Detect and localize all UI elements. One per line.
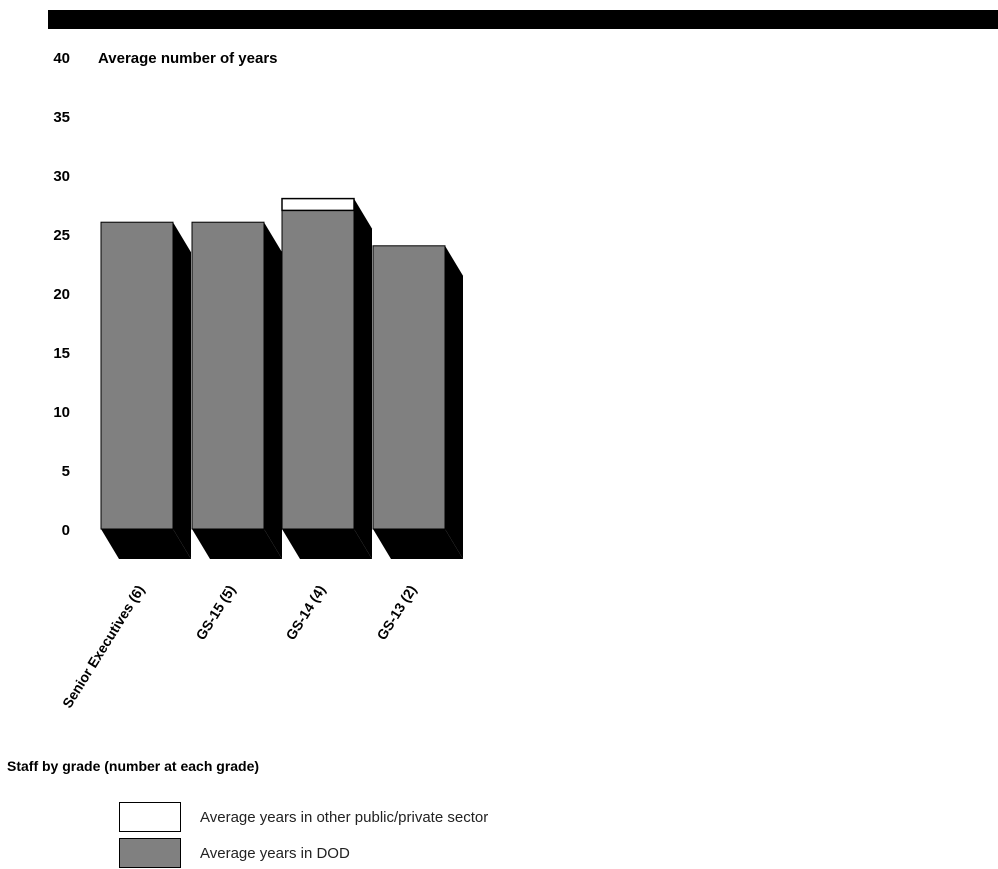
legend-item-other-sector: Average years in other public/private se… [119, 801, 488, 833]
header-bar [48, 10, 998, 29]
legend-item-dod: Average years in DOD [119, 837, 350, 869]
bar-dod-3 [372, 245, 446, 530]
y-tick-label-20: 20 [53, 286, 70, 303]
y-tick-label-10: 10 [53, 404, 70, 421]
bar-side-1 [264, 222, 282, 559]
legend-label-dod: Average years in DOD [200, 844, 350, 862]
bar-other-2 [281, 197, 355, 212]
x-tick-label-2: GS-14 (4) [282, 582, 328, 643]
bar-dod-1 [191, 221, 265, 530]
bar-base-shadow-2 [282, 529, 372, 559]
bar-dod-0 [100, 221, 174, 530]
bar-side-3 [445, 245, 463, 560]
bar-base-shadow-1 [192, 529, 282, 559]
legend-swatch-dod [119, 838, 181, 868]
bar-base-shadow-3 [373, 529, 463, 559]
bar-chart: 0 5 10 15 20 25 30 35 40 Average number of years S… [53, 50, 463, 711]
x-tick-label-1: GS-15 (5) [192, 582, 238, 643]
bar-base-shadow-0 [101, 529, 191, 559]
y-tick-label-35: 35 [53, 109, 70, 126]
bar-side-2 [354, 198, 372, 559]
bar-side-0 [173, 222, 191, 559]
x-axis-label: Staff by grade (number at each grade) [7, 758, 260, 774]
y-tick-label-5: 5 [62, 463, 70, 480]
legend-swatch-other-sector [119, 802, 181, 832]
y-axis-label: Average number of years [98, 50, 278, 67]
x-tick-label-0: Senior Executives (6) [59, 582, 148, 711]
y-tick-label-25: 25 [53, 227, 70, 244]
y-tick-label-0: 0 [62, 522, 70, 539]
y-tick-label-30: 30 [53, 168, 70, 185]
bar-dod-2 [281, 209, 355, 530]
y-tick-label-15: 15 [53, 345, 70, 362]
legend-label-other-sector: Average years in other public/private se… [200, 808, 489, 826]
x-tick-label-3: GS-13 (2) [373, 582, 419, 643]
y-tick-label-40: 40 [53, 50, 70, 67]
